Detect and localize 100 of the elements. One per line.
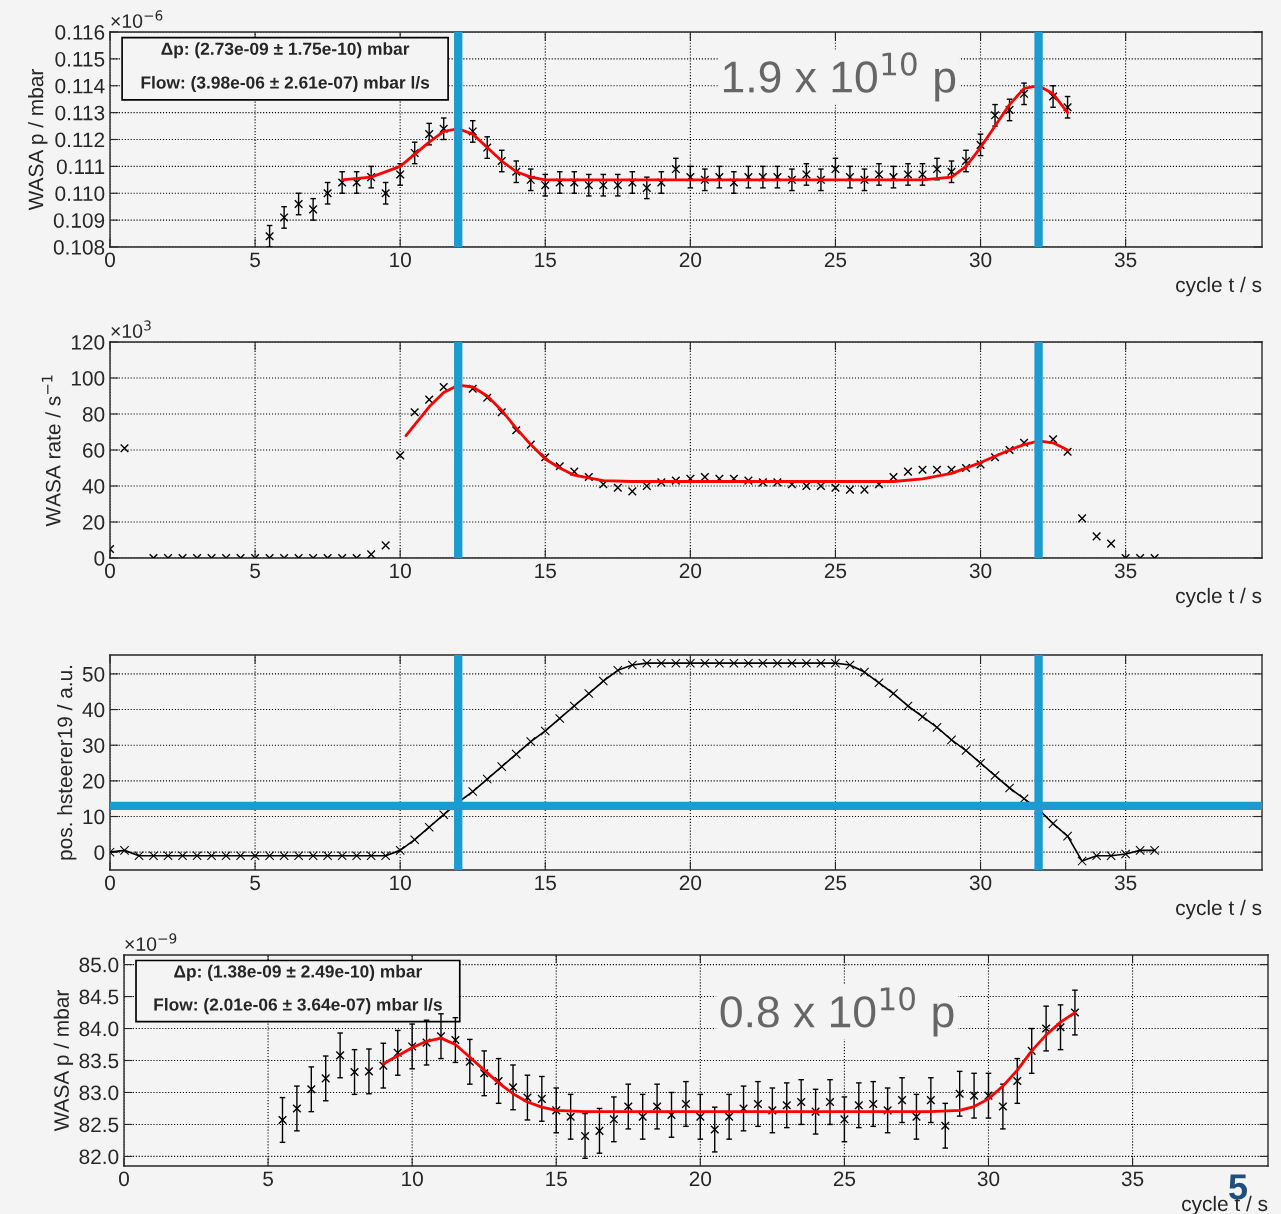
point [366,172,376,182]
point [623,1102,633,1112]
point [321,1073,331,1083]
y-tick-label: 50 [82,666,105,682]
y-tick-label: 83.0 [79,1085,119,1101]
point [594,1126,604,1136]
point [352,178,362,187]
x-tick-label: 35 [1114,875,1137,891]
y-tick-label: 40 [82,702,105,718]
point [1019,89,1029,99]
x-axis-title: cycle t / s [1176,587,1262,608]
y-tick-label: 20 [83,773,105,789]
x-tick-label: 15 [535,563,556,579]
point [1048,92,1058,101]
x-tick-label: 10 [390,252,411,268]
text: ×10$^{3}$ [111,320,151,339]
x-tick-label: 30 [969,563,992,579]
point [976,140,986,150]
point [998,1102,1008,1112]
point [1063,102,1073,112]
y-tick-label: 0.113 [55,105,105,121]
point [508,1082,518,1092]
x-tick-label: 35 [1114,252,1137,268]
y-tick-label: 100 [71,371,105,386]
y-axis-title: WASA p / mbar [53,990,74,1132]
y-tick-label: 0.110 [55,186,105,201]
point [537,1094,547,1104]
annotation: Δp: (1.38e-09 ± 2.49e-10) mbar [174,964,423,982]
annotation: Flow: (2.01e-06 ± 3.64e-07) mbar l/s [154,997,442,1015]
x-tick-label: 30 [969,875,992,891]
point [839,1114,849,1124]
y-tick-label: 0 [94,845,105,860]
y-axis-title: pos. hsteerer19 / a.u. [56,665,77,860]
point [990,110,1000,120]
x-tick-label: 5 [263,1171,273,1187]
point [308,204,318,214]
y-tick-label: 84.0 [79,1021,119,1037]
line-series [404,383,1069,483]
y-tick-label: 0.115 [55,51,105,67]
x-tick-label: 20 [689,1171,712,1187]
point [642,183,652,193]
point [450,1035,460,1045]
point [816,175,826,185]
y-tick-label: 80 [82,407,105,422]
y-tick-label: 0.108 [53,240,105,255]
point [897,1095,907,1105]
y-tick-label: 0.109 [53,213,105,228]
x-tick-label: 25 [824,252,847,268]
x-tick-label: 20 [679,563,702,579]
x-tick-label: 5 [250,875,261,891]
point [364,1066,374,1076]
point [874,169,884,179]
y-tick-label: 83.5 [79,1053,119,1069]
point [381,188,391,198]
point [465,1057,475,1067]
point [868,1099,878,1109]
point [479,1068,489,1078]
point [598,180,608,190]
point [424,129,434,139]
point [724,1112,734,1122]
point [983,1091,993,1101]
point [1005,105,1015,115]
point [265,231,275,241]
x-tick-label: 20 [679,875,702,891]
text: ×10$^{−6}$ [111,10,163,29]
point [468,126,478,136]
y-tick-label: 40 [82,479,105,494]
point [609,1114,619,1124]
y-tick-label: 30 [82,738,105,753]
point [306,1084,316,1094]
point [911,1112,921,1122]
x-axis-title: cycle t / s [1176,276,1262,297]
point [580,1131,590,1141]
x-tick-label: 0 [119,1171,129,1187]
point [787,175,797,185]
point [1012,1076,1022,1086]
annotation: Flow: (3.98e-06 ± 2.61e-07) mbar l/s [141,75,430,93]
point [710,1125,720,1135]
x-tick-label: 25 [824,875,847,891]
point [695,1112,705,1122]
y-tick-label: 0 [94,551,105,566]
x-tick-label: 30 [969,252,992,268]
y-tick-label: 0.116 [55,25,105,40]
point [801,169,811,179]
x-tick-label: 5 [250,563,261,579]
point [940,1121,950,1131]
point [393,1048,403,1058]
point [667,1110,677,1120]
point [1056,1022,1066,1032]
point [903,169,913,179]
y-tick-label: 20 [83,515,105,530]
point [1070,1008,1080,1018]
y-tick-label: 82.0 [79,1149,119,1165]
point [961,156,971,166]
y-tick-label: 0.111 [56,159,105,175]
point [926,1095,936,1105]
y-tick-label: 82.5 [79,1117,119,1133]
y-tick-label: 60 [83,443,105,458]
point [782,1100,792,1110]
y-tick-label: 84.5 [79,989,119,1005]
